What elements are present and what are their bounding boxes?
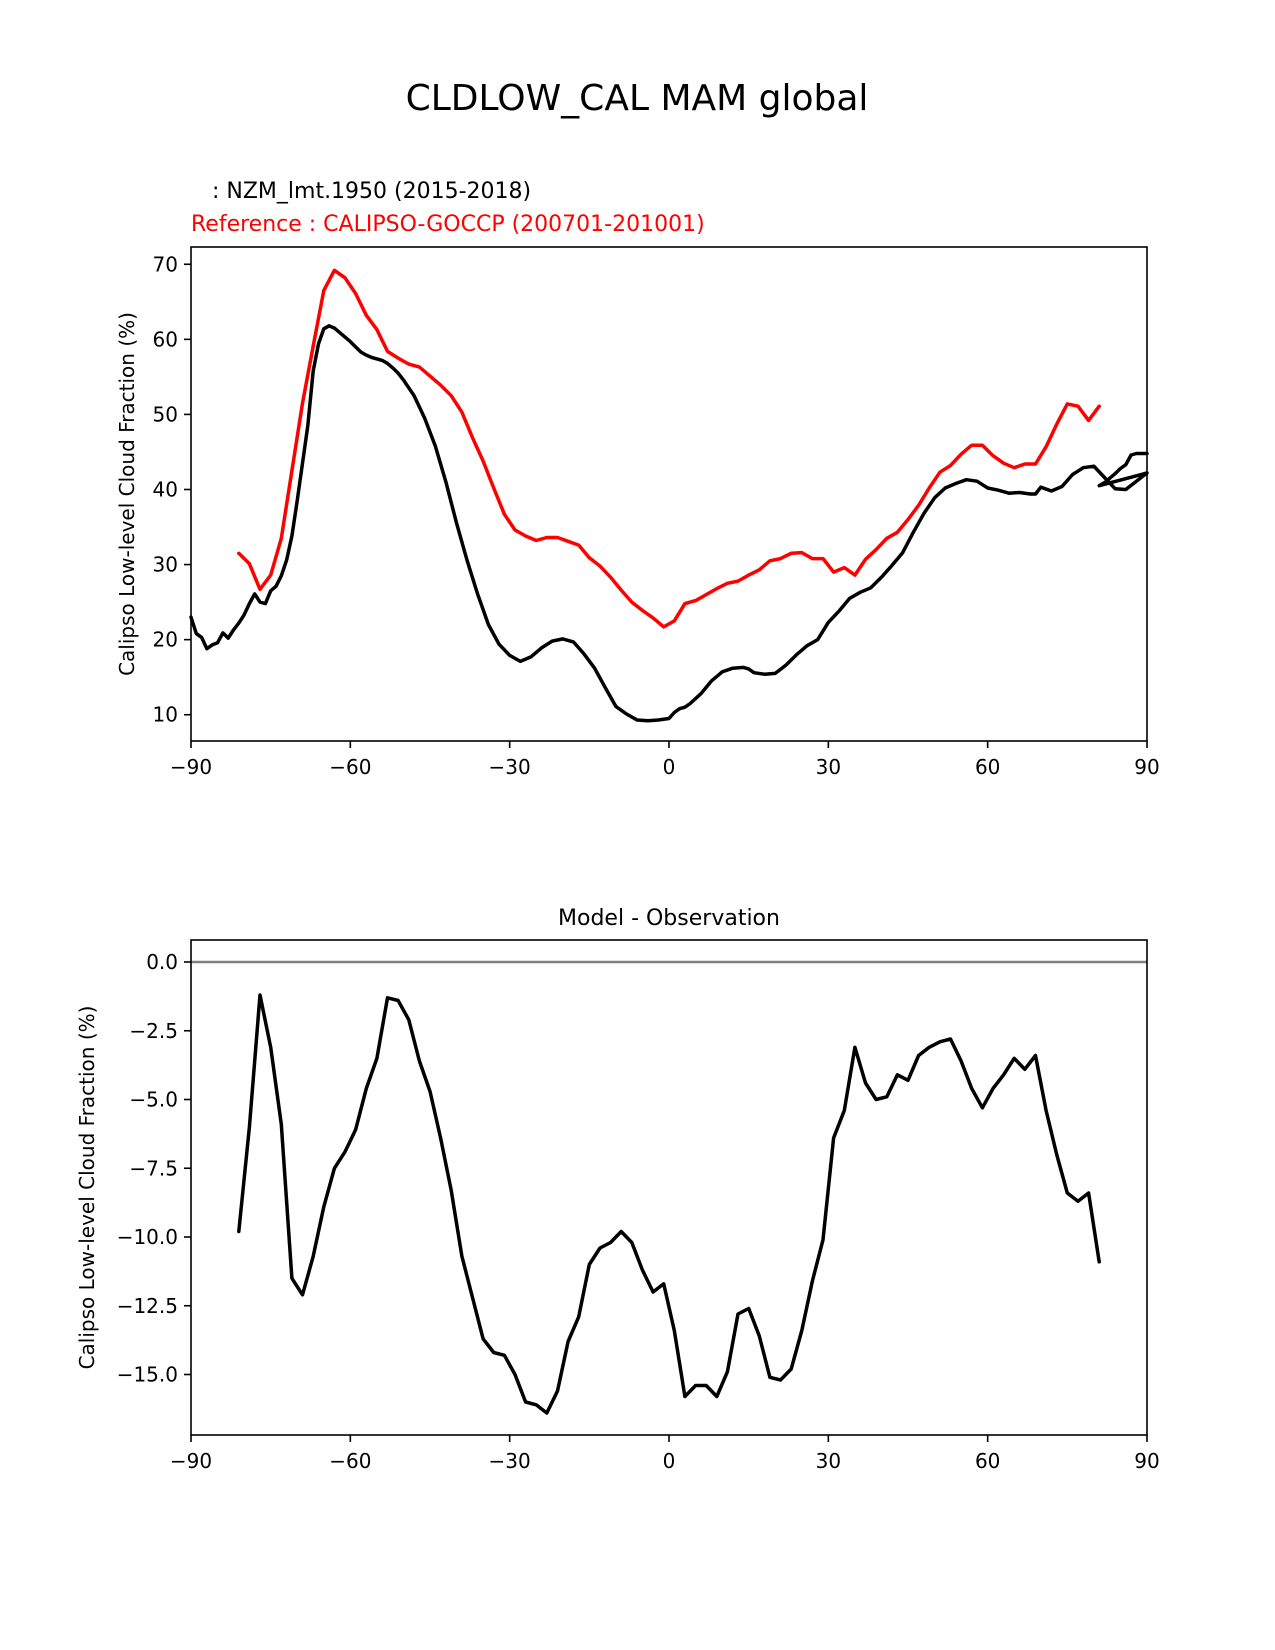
y-tick-label: −12.5 [117, 1294, 178, 1318]
x-tick-label: −30 [489, 755, 531, 779]
y-tick-label: −7.5 [129, 1156, 178, 1180]
y-tick-label: 70 [153, 252, 178, 276]
x-tick-label: 90 [1134, 755, 1159, 779]
y-tick-label: 10 [153, 703, 178, 727]
x-tick-label: 60 [975, 1449, 1000, 1473]
x-tick-label: 60 [975, 755, 1000, 779]
y-tick-label: 40 [153, 477, 178, 501]
y-tick-label: 20 [153, 628, 178, 652]
title-test: : NZM_lmt.1950 (2015-2018) [191, 179, 531, 204]
x-tick-label: −90 [170, 1449, 212, 1473]
x-tick-label: 30 [816, 755, 841, 779]
x-tick-label: 0 [663, 755, 676, 779]
x-tick-label: −60 [329, 1449, 371, 1473]
x-tick-label: 0 [663, 1449, 676, 1473]
series-line-reference [237, 268, 1101, 629]
y-tick-label: 30 [153, 553, 178, 577]
title-reference: Reference : CALIPSO-GOCCP (200701-201001… [191, 212, 705, 237]
panel-title: Model - Observation [558, 906, 780, 931]
x-tick-label: −30 [489, 1449, 531, 1473]
x-tick-label: 30 [816, 1449, 841, 1473]
x-tick-label: −60 [329, 755, 371, 779]
y-tick-label: −15.0 [117, 1363, 178, 1387]
x-tick-label: 90 [1134, 1449, 1159, 1473]
y-axis-label: Calipso Low-level Cloud Fraction (%) [75, 1006, 99, 1370]
bottom-panel-difference: −90 −60 −30 0 30 60 90 0.0 −2.5 −5.0 −7.5 −10.0 −12.… [75, 906, 1160, 1473]
top-panel-lat-profile: −90 −60 −30 0 30 60 90 10 20 30 40 50 60 70 Calipso Lo… [115, 179, 1160, 779]
series-line-difference [237, 993, 1101, 1415]
y-tick-label: −2.5 [129, 1019, 178, 1043]
x-tick-label: −90 [170, 755, 212, 779]
y-axis-label: Calipso Low-level Cloud Fraction (%) [115, 312, 139, 676]
y-tick-label: 60 [153, 327, 178, 351]
y-tick-label: −10.0 [117, 1225, 178, 1249]
y-tick-label: 50 [153, 402, 178, 426]
figure-suptitle: CLDLOW_CAL MAM global [406, 78, 869, 119]
series-line-model [189, 324, 1149, 723]
y-tick-label: 0.0 [146, 950, 178, 974]
y-tick-label: −5.0 [129, 1088, 178, 1112]
